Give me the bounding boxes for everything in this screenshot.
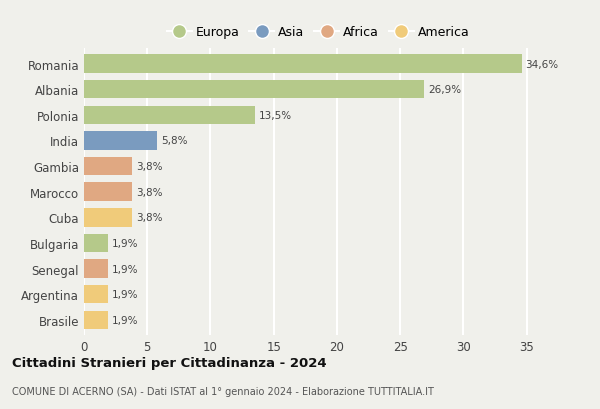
Text: Cittadini Stranieri per Cittadinanza - 2024: Cittadini Stranieri per Cittadinanza - 2…	[12, 356, 326, 369]
Bar	[84, 234, 108, 252]
Text: 13,5%: 13,5%	[259, 110, 292, 121]
Text: 3,8%: 3,8%	[136, 187, 163, 197]
Legend: Europa, Asia, Africa, America: Europa, Asia, Africa, America	[161, 21, 475, 44]
Text: 1,9%: 1,9%	[112, 264, 139, 274]
Text: 1,9%: 1,9%	[112, 290, 139, 299]
Text: 3,8%: 3,8%	[136, 213, 163, 223]
Text: 3,8%: 3,8%	[136, 162, 163, 172]
Bar	[84, 209, 132, 227]
Text: COMUNE DI ACERNO (SA) - Dati ISTAT al 1° gennaio 2024 - Elaborazione TUTTITALIA.: COMUNE DI ACERNO (SA) - Dati ISTAT al 1°…	[12, 387, 434, 396]
Bar	[84, 183, 132, 201]
Bar	[84, 260, 108, 278]
Bar	[84, 55, 521, 74]
Text: 26,9%: 26,9%	[428, 85, 461, 95]
Text: 5,8%: 5,8%	[161, 136, 188, 146]
Bar	[84, 157, 132, 176]
Text: 34,6%: 34,6%	[526, 59, 559, 70]
Bar	[84, 285, 108, 303]
Bar	[84, 311, 108, 329]
Text: 1,9%: 1,9%	[112, 315, 139, 325]
Bar	[84, 132, 157, 150]
Bar	[84, 81, 424, 99]
Text: 1,9%: 1,9%	[112, 238, 139, 248]
Bar	[84, 106, 255, 125]
